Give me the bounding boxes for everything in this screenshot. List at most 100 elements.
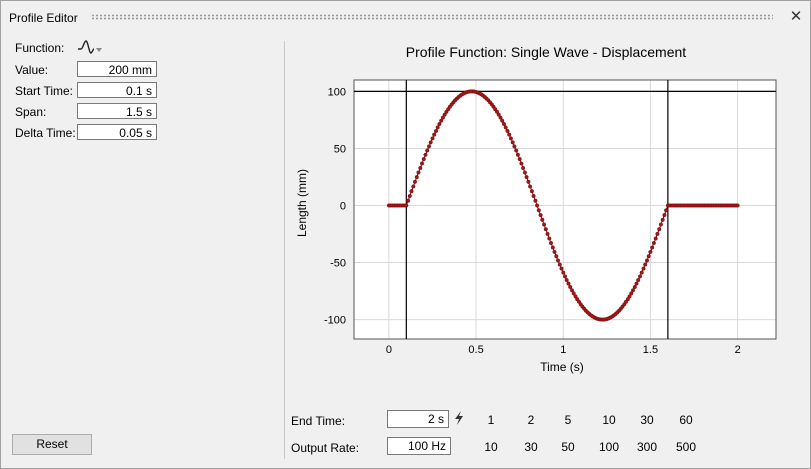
data-point bbox=[634, 281, 639, 286]
data-point bbox=[655, 231, 660, 236]
data-point bbox=[501, 121, 506, 126]
single-wave-icon[interactable] bbox=[77, 39, 109, 55]
end-time-option[interactable]: 10 bbox=[602, 413, 616, 427]
data-point bbox=[552, 249, 557, 254]
data-point bbox=[419, 161, 424, 166]
data-point bbox=[428, 140, 433, 145]
data-point bbox=[566, 281, 571, 286]
data-point bbox=[512, 144, 517, 149]
output-rate-option[interactable]: 300 bbox=[636, 440, 658, 454]
close-icon[interactable]: ✕ bbox=[789, 8, 803, 25]
data-point bbox=[545, 231, 550, 236]
data-point bbox=[636, 278, 641, 283]
data-point bbox=[531, 193, 536, 198]
data-point bbox=[629, 291, 634, 296]
x-tick-label: 1.5 bbox=[643, 344, 658, 356]
output-rate-option[interactable]: 50 bbox=[561, 440, 575, 454]
output-rate-option[interactable]: 500 bbox=[675, 440, 697, 454]
plot-area bbox=[354, 80, 776, 339]
data-point bbox=[508, 136, 513, 141]
data-point bbox=[425, 148, 430, 153]
data-point bbox=[538, 213, 543, 218]
data-point bbox=[514, 148, 519, 153]
output-rate-option[interactable]: 30 bbox=[524, 440, 538, 454]
data-point bbox=[639, 270, 644, 275]
data-point bbox=[407, 193, 412, 198]
end-time-option[interactable]: 2 bbox=[527, 413, 535, 427]
y-tick-label: 0 bbox=[340, 201, 346, 213]
data-point bbox=[664, 208, 669, 213]
end-time-option[interactable]: 60 bbox=[679, 413, 693, 427]
y-axis-label: Length (mm) bbox=[295, 169, 309, 237]
data-point bbox=[507, 132, 512, 137]
x-tick-label: 0 bbox=[386, 344, 392, 356]
output-rate-option[interactable]: 100 bbox=[598, 440, 620, 454]
data-point bbox=[526, 179, 531, 184]
data-point bbox=[432, 132, 437, 137]
data-point bbox=[412, 179, 417, 184]
value-field[interactable]: 200 mm bbox=[77, 61, 157, 77]
data-point bbox=[662, 213, 667, 218]
data-point bbox=[439, 118, 444, 123]
function-label: Function: bbox=[15, 41, 65, 55]
displacement-chart: Profile Function: Single Wave - Displace… bbox=[295, 44, 777, 374]
data-point bbox=[646, 254, 651, 259]
end-time-option[interactable]: 1 bbox=[487, 413, 495, 427]
data-point bbox=[650, 245, 655, 250]
data-point bbox=[651, 240, 656, 245]
y-tick-label: 100 bbox=[328, 86, 346, 98]
output-rate-field[interactable]: 100 Hz bbox=[387, 437, 451, 455]
data-point bbox=[430, 136, 435, 141]
reset-button[interactable]: Reset bbox=[12, 434, 92, 455]
data-point bbox=[536, 208, 541, 213]
data-point bbox=[657, 227, 662, 232]
data-point bbox=[648, 249, 653, 254]
output-rate-option[interactable]: 10 bbox=[484, 440, 498, 454]
data-point bbox=[568, 284, 573, 289]
data-point bbox=[505, 128, 510, 133]
data-point bbox=[528, 184, 533, 189]
data-point bbox=[423, 152, 428, 157]
end-time-field[interactable]: 2 s bbox=[387, 410, 449, 428]
data-point bbox=[416, 170, 421, 175]
data-point bbox=[418, 165, 423, 170]
end-time-option[interactable]: 5 bbox=[564, 413, 572, 427]
delta-time-field[interactable]: 0.05 s bbox=[77, 124, 157, 140]
data-point bbox=[503, 125, 508, 130]
start-time-label: Start Time: bbox=[15, 84, 74, 98]
data-point bbox=[496, 112, 501, 117]
data-point bbox=[735, 203, 740, 208]
drag-grip[interactable] bbox=[91, 14, 773, 20]
data-point bbox=[440, 115, 445, 120]
data-point bbox=[404, 203, 409, 208]
span-field[interactable]: 1.5 s bbox=[77, 103, 157, 119]
data-point bbox=[533, 198, 538, 203]
plot-border bbox=[353, 79, 777, 340]
data-point bbox=[643, 262, 648, 267]
lightning-icon[interactable] bbox=[453, 411, 465, 425]
end-time-label: End Time: bbox=[291, 414, 346, 428]
data-point bbox=[547, 236, 552, 241]
value-label: Value: bbox=[15, 63, 49, 77]
end-time-option[interactable]: 30 bbox=[640, 413, 654, 427]
data-point bbox=[550, 245, 555, 250]
data-point bbox=[557, 262, 562, 267]
data-point bbox=[510, 140, 515, 145]
output-rate-label: Output Rate: bbox=[291, 441, 360, 455]
data-point bbox=[435, 125, 440, 130]
delta-time-label: Delta Time: bbox=[15, 126, 76, 140]
panel-divider[interactable] bbox=[284, 41, 285, 459]
start-time-field[interactable]: 0.1 s bbox=[77, 82, 157, 98]
data-point bbox=[524, 175, 529, 180]
data-point bbox=[498, 115, 503, 120]
y-tick-label: -50 bbox=[330, 258, 346, 270]
data-point bbox=[437, 121, 442, 126]
data-point bbox=[521, 165, 526, 170]
data-point bbox=[421, 157, 426, 162]
data-point bbox=[559, 266, 564, 271]
data-point bbox=[631, 288, 636, 293]
data-point bbox=[411, 184, 416, 189]
data-point bbox=[627, 294, 632, 299]
data-point bbox=[658, 222, 663, 227]
